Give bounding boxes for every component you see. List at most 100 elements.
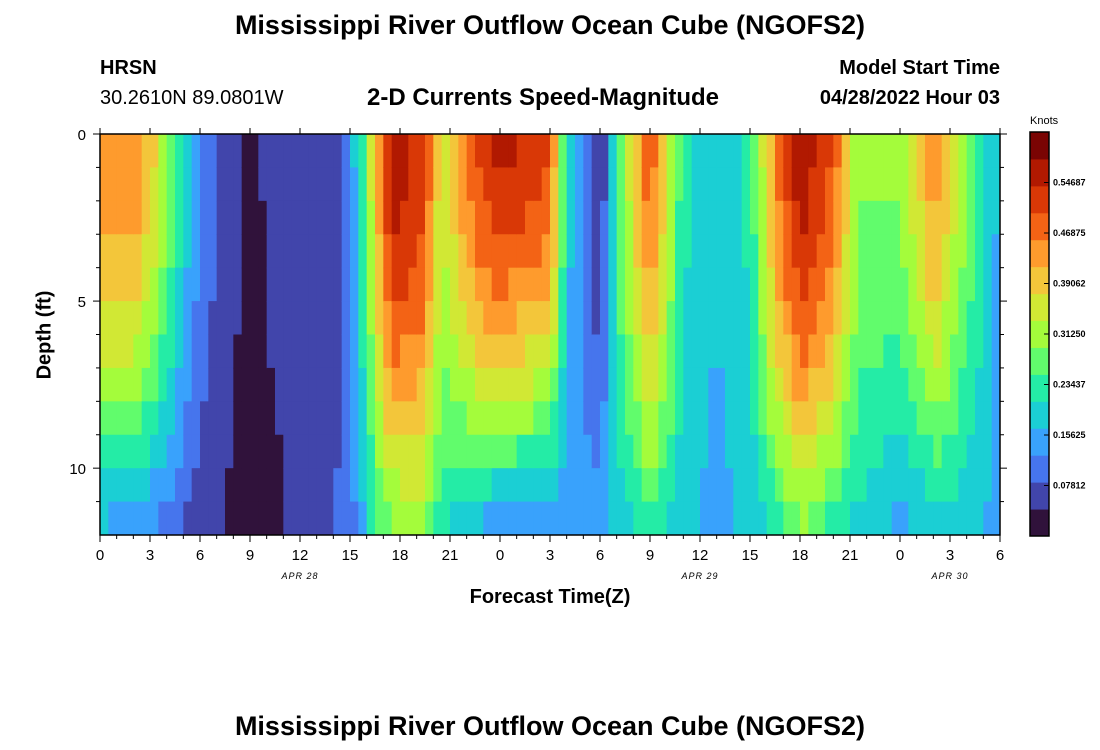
heatmap-cell [708, 301, 718, 336]
heatmap-cell [433, 301, 443, 336]
heatmap-cell [816, 468, 826, 503]
heatmap-cell [150, 468, 159, 503]
heatmap-cell [558, 200, 568, 235]
heatmap-cell [800, 501, 809, 535]
heatmap-cell [550, 367, 559, 402]
heatmap-cell [641, 301, 651, 336]
heatmap-cell [766, 468, 776, 503]
heatmap-cell [108, 267, 118, 302]
heatmap-cell [325, 200, 334, 235]
heatmap-cell [866, 301, 876, 336]
heatmap-cell [150, 167, 159, 202]
heatmap-cell [975, 334, 984, 369]
heatmap-cell [925, 468, 934, 503]
colorbar-segment [1030, 293, 1049, 322]
heatmap-cell [241, 267, 251, 302]
heatmap-cell [508, 134, 518, 169]
heatmap-cell [500, 468, 509, 503]
heatmap-cell [275, 234, 284, 269]
heatmap-cell [741, 468, 751, 503]
heatmap-cell [475, 234, 484, 269]
heatmap-cell [100, 468, 109, 503]
heatmap-cell [375, 501, 384, 535]
heatmap-cell [316, 301, 326, 336]
heatmap-cell [166, 267, 176, 302]
heatmap-cell [941, 167, 951, 202]
model-start-value: 04/28/2022 Hour 03 [819, 87, 1000, 109]
heatmap-cell [141, 200, 151, 235]
heatmap-cell [633, 167, 643, 202]
date-label: APR 29 [680, 571, 718, 581]
heatmap-cell [750, 134, 759, 169]
heatmap-cell [141, 267, 151, 302]
heatmap-cell [233, 367, 243, 402]
heatmap-cell [691, 234, 701, 269]
heatmap-cell [366, 234, 376, 269]
heatmap-cell [608, 434, 618, 469]
heatmap-cell [708, 501, 718, 535]
heatmap-cell [400, 200, 409, 235]
heatmap-cell [100, 234, 109, 269]
heatmap-cell [933, 334, 943, 369]
heatmap-cell [683, 134, 693, 169]
heatmap-cell [675, 501, 684, 535]
heatmap-cell [691, 134, 701, 169]
heatmap-cell [358, 167, 368, 202]
heatmap-cell [275, 401, 284, 436]
heatmap-cell [158, 234, 168, 269]
heatmap-cell [608, 401, 618, 436]
heatmap-cell [841, 334, 851, 369]
heatmap-cell [783, 401, 793, 436]
station-code: HRSN [100, 57, 157, 79]
heatmap-cell [875, 134, 884, 169]
heatmap-cell [783, 468, 793, 503]
heatmap-cell [400, 468, 409, 503]
heatmap-cell [275, 167, 284, 202]
x-tick-label: 18 [392, 547, 409, 564]
heatmap-cell [758, 134, 768, 169]
heatmap-cell [675, 401, 684, 436]
heatmap-cell [433, 434, 443, 469]
heatmap-cell [575, 234, 584, 269]
heatmap-cell [958, 401, 968, 436]
heatmap-cell [125, 200, 134, 235]
heatmap-cell [400, 234, 409, 269]
heatmap-cell [191, 200, 201, 235]
heatmap-cell [991, 501, 1000, 535]
heatmap-cell [733, 200, 743, 235]
heatmap-cell [333, 501, 343, 535]
heatmap-cell [358, 134, 368, 169]
heatmap-cell [183, 501, 193, 535]
heatmap-cell [400, 501, 409, 535]
heatmap-cell [491, 501, 501, 535]
heatmap-cell [925, 367, 934, 402]
heatmap-cell [641, 501, 651, 535]
heatmap-cell [783, 334, 793, 369]
heatmap-cell [400, 401, 409, 436]
heatmap-cell [183, 468, 193, 503]
heatmap-cell [475, 401, 484, 436]
heatmap-cell [116, 367, 126, 402]
heatmap-cell [275, 434, 284, 469]
heatmap-cell [491, 134, 501, 169]
heatmap-cell [266, 134, 276, 169]
heatmap-cell [200, 167, 209, 202]
heatmap-cell [891, 501, 901, 535]
heatmap-cell [725, 401, 734, 436]
heatmap-cell [600, 234, 609, 269]
heatmap-cell [108, 468, 118, 503]
heatmap-cell [258, 434, 268, 469]
heatmap-cell [858, 200, 868, 235]
heatmap-cell [500, 434, 509, 469]
heatmap-cell [883, 200, 893, 235]
heatmap-cell [116, 434, 126, 469]
heatmap-cell [533, 167, 543, 202]
heatmap-cell [791, 167, 801, 202]
heatmap-cell [808, 234, 818, 269]
heatmap-cell [383, 301, 393, 336]
heatmap-cell [383, 167, 393, 202]
heatmap-cell [633, 234, 643, 269]
heatmap-cell [675, 334, 684, 369]
heatmap-cell [233, 167, 243, 202]
heatmap-cell [641, 234, 651, 269]
